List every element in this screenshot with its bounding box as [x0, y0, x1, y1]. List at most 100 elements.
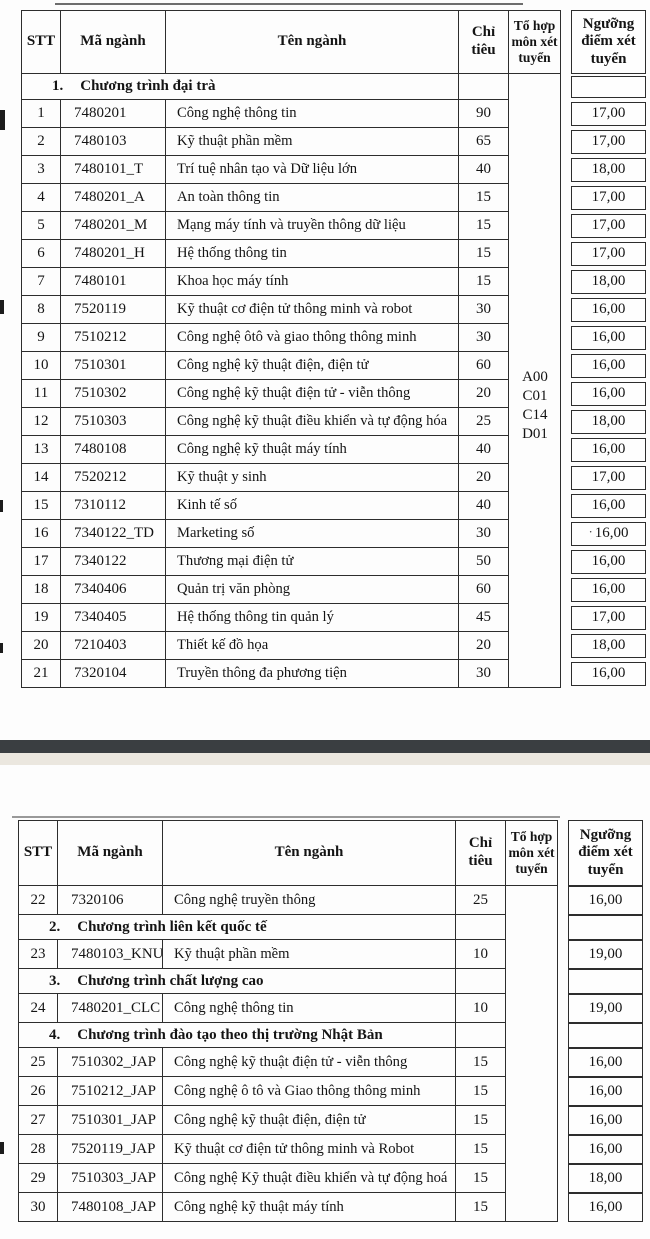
threshold-cell — [571, 76, 646, 98]
stt-cell: 2 — [21, 128, 61, 156]
quota-cell: 15 — [459, 212, 509, 240]
major-name-cell: Kỹ thuật y sinh — [166, 464, 459, 492]
stt-cell: 11 — [21, 380, 61, 408]
combo-code: D01 — [522, 425, 548, 442]
table-row: 6 7480201_H Hệ thống thông tin 15 17,00 — [21, 240, 646, 268]
threshold-cell: 19,00 — [568, 940, 643, 969]
major-name-cell: Marketing số — [166, 520, 459, 548]
quota-cell: 25 — [459, 408, 509, 436]
combo-spacer-cell — [509, 296, 561, 324]
stt-cell: 19 — [21, 604, 61, 632]
major-name-cell: Công nghệ truyền thông — [163, 886, 456, 915]
section-row: 1. Chương trình đại trà — [21, 74, 646, 100]
threshold-cell: · 16,00 — [571, 522, 646, 546]
major-name-cell: Công nghệ thông tin — [163, 994, 456, 1023]
stt-cell: 25 — [18, 1048, 58, 1077]
stt-cell: 29 — [18, 1164, 58, 1193]
stt-cell: 10 — [21, 352, 61, 380]
stt-cell: 9 — [21, 324, 61, 352]
combo-spacer-cell — [509, 352, 561, 380]
section-title: Chương trình đại trà — [80, 78, 216, 95]
threshold-cell: 16,00 — [571, 326, 646, 350]
major-name-cell: Công nghệ kỹ thuật máy tính — [163, 1193, 456, 1222]
stt-cell: 26 — [18, 1077, 58, 1106]
combo-spacer-cell — [509, 74, 561, 100]
stt-cell: 30 — [18, 1193, 58, 1222]
threshold-cell: 16,00 — [571, 438, 646, 462]
quota-cell: 15 — [459, 268, 509, 296]
table-row: 16 7340122_TD Marketing số 30 · 16,00 — [21, 520, 646, 548]
quota-cell: 15 — [456, 1135, 506, 1164]
threshold-cell: 16,00 — [571, 578, 646, 602]
section-title-cell: 4. Chương trình đào tạo theo thị trường N… — [18, 1023, 456, 1048]
combo-spacer-cell — [509, 240, 561, 268]
threshold-cell: 17,00 — [571, 102, 646, 126]
combo-code: C01 — [522, 387, 548, 404]
major-code-cell: 7340405 — [61, 604, 166, 632]
major-name-cell: Hệ thống thông tin quản lý — [166, 604, 459, 632]
threshold-cell — [568, 1023, 643, 1048]
major-code-cell: 7480101_T — [61, 156, 166, 184]
threshold-cell: 18,00 — [571, 158, 646, 182]
stt-cell: 6 — [21, 240, 61, 268]
quota-cell: 65 — [459, 128, 509, 156]
combo-spacer-cell — [509, 660, 561, 688]
major-code-cell: 7340122_TD — [61, 520, 166, 548]
stt-cell: 5 — [21, 212, 61, 240]
quota-cell: 10 — [456, 994, 506, 1023]
stt-cell: 27 — [18, 1106, 58, 1135]
stt-cell: 22 — [18, 886, 58, 915]
scan-artifact — [0, 1142, 4, 1154]
major-code-cell: 7320104 — [61, 660, 166, 688]
column-header-quota: Chỉ tiêu — [456, 820, 506, 886]
table-row: 19 7340405 Hệ thống thông tin quản lý 45 17,… — [21, 604, 646, 632]
threshold-cell: 17,00 — [571, 466, 646, 490]
section-title: Chương trình đào tạo theo thị trường Nhậ… — [77, 1026, 383, 1043]
major-name-cell: Hệ thống thông tin — [166, 240, 459, 268]
threshold-cell: 16,00 — [568, 886, 643, 915]
quota-cell: 15 — [456, 1048, 506, 1077]
combo-spacer-cell — [506, 1048, 558, 1077]
table-row: 27 7510301_JAP Công nghệ kỹ thuật điện, đi… — [18, 1106, 643, 1135]
major-code-cell: 7480201_CLC — [58, 994, 163, 1023]
table-row: 11 7510302 Công nghệ kỹ thuật điện tử - vi… — [21, 380, 646, 408]
combo-spacer-cell — [509, 548, 561, 576]
major-code-cell: 7510303 — [61, 408, 166, 436]
major-code-cell: 7480201_H — [61, 240, 166, 268]
quota-cell: 25 — [456, 886, 506, 915]
quota-cell: 45 — [459, 604, 509, 632]
major-code-cell: 7480103 — [61, 128, 166, 156]
quota-cell: 15 — [459, 184, 509, 212]
stt-cell: 1 — [21, 100, 61, 128]
major-code-cell: 7320106 — [58, 886, 163, 915]
major-code-cell: 7310112 — [61, 492, 166, 520]
table-row: 24 7480201_CLC Công nghệ thông tin 10 19,00 — [18, 994, 643, 1023]
combo-spacer-cell — [509, 436, 561, 464]
major-name-cell: Kỹ thuật cơ điện tử thông minh và Robot — [163, 1135, 456, 1164]
major-name-cell: Công nghệ thông tin — [166, 100, 459, 128]
major-name-cell: Công nghệ ô tô và Giao thông thông minh — [163, 1077, 456, 1106]
major-name-cell: Khoa học máy tính — [166, 268, 459, 296]
stt-cell: 18 — [21, 576, 61, 604]
threshold-cell: 16,00 — [571, 662, 646, 686]
section-row: 3. Chương trình chất lượng cao — [18, 969, 643, 994]
column-header-threshold: Ngưỡng điểm xét tuyển — [571, 10, 646, 74]
scan-artifact — [0, 500, 3, 512]
major-name-cell: An toàn thông tin — [166, 184, 459, 212]
major-code-cell: 7510212_JAP — [58, 1077, 163, 1106]
table-row: 8 7520119 Kỹ thuật cơ điện tử thông minh v… — [21, 296, 646, 324]
stt-cell: 7 — [21, 268, 61, 296]
major-code-cell: 7480201_A — [61, 184, 166, 212]
major-name-cell: Kinh tế số — [166, 492, 459, 520]
threshold-cell: 17,00 — [571, 606, 646, 630]
threshold-cell: 16,00 — [568, 1077, 643, 1106]
major-code-cell: 7480101 — [61, 268, 166, 296]
section-title-cell: 1. Chương trình đại trà — [21, 74, 459, 100]
table-row: 30 7480108_JAP Công nghệ kỹ thuật máy tính… — [18, 1193, 643, 1222]
quota-cell: 50 — [459, 548, 509, 576]
table-body: 1. Chương trình đại trà 1 7480201 Công nghệ … — [21, 74, 646, 688]
section-number: 2. — [49, 918, 61, 935]
combo-codes-cell: A00 C01 C14 D01 — [509, 74, 561, 688]
combo-spacer-cell — [506, 1135, 558, 1164]
